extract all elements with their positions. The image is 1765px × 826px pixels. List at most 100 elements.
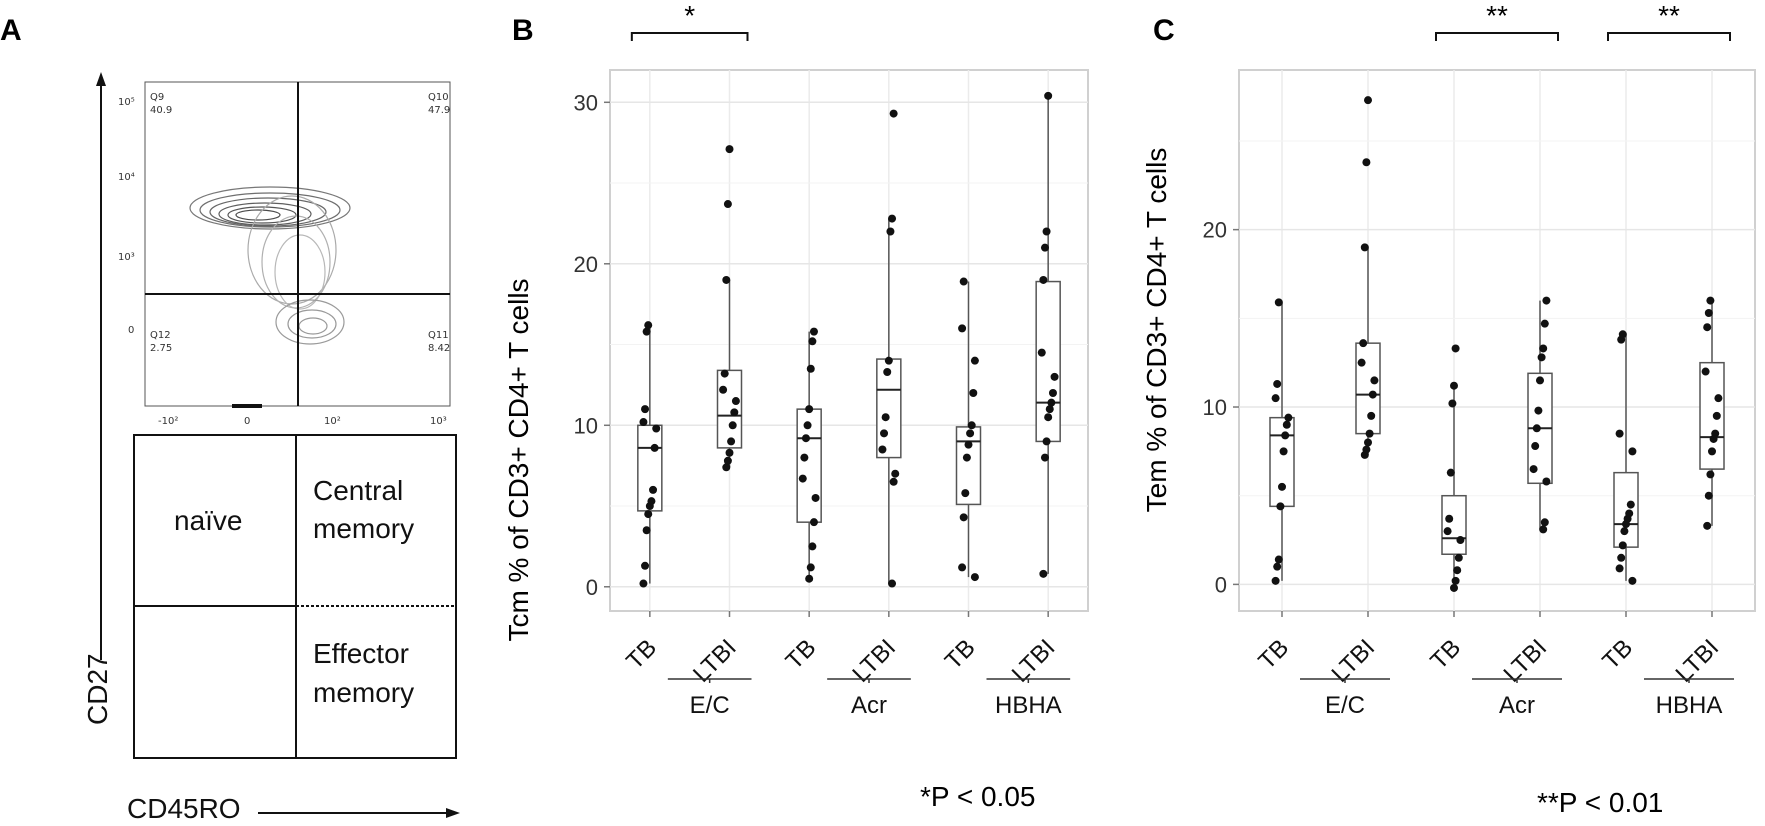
category-label: LTBI	[688, 634, 742, 688]
data-point	[961, 489, 970, 498]
data-point	[800, 453, 809, 462]
data-point	[1539, 525, 1548, 534]
data-point	[883, 367, 892, 376]
category-label: LTBI	[1007, 634, 1061, 688]
category-label: LTBI	[847, 634, 901, 688]
data-point	[806, 364, 815, 373]
data-point	[650, 443, 659, 452]
data-point	[881, 413, 890, 422]
box	[1355, 342, 1381, 435]
data-point	[969, 388, 978, 397]
data-point	[1048, 388, 1057, 397]
data-point	[809, 518, 818, 527]
data-point	[889, 109, 898, 118]
flow-ytick-0: 0	[128, 325, 134, 336]
data-point	[805, 405, 814, 414]
quadrant-q12-value: 2.75	[150, 343, 172, 354]
data-point	[647, 497, 656, 506]
data-point	[639, 418, 648, 427]
data-point	[959, 277, 968, 286]
data-point	[811, 493, 820, 502]
significance-marker: *	[684, 0, 695, 31]
data-point	[1701, 367, 1710, 376]
data-point	[728, 421, 737, 430]
data-point	[1359, 339, 1368, 348]
significance-marker: **	[1658, 0, 1680, 31]
data-point	[1274, 298, 1283, 307]
data-point	[966, 429, 975, 438]
tcm-footnote: *P < 0.05	[920, 781, 1035, 812]
significance-marker: **	[1486, 0, 1508, 31]
data-point	[958, 563, 967, 572]
data-point	[1364, 96, 1372, 105]
data-point	[1704, 491, 1713, 500]
data-point	[725, 145, 734, 154]
data-point	[1536, 376, 1544, 385]
panel-b: B 0 10 20 30 TB LTBI TB LTBI TB LTBI E/C Acr HBHA * T…	[503, 0, 1089, 812]
y-tick-label: 0	[586, 575, 598, 600]
data-point	[958, 324, 967, 333]
flow-ytick-1e3: 10³	[118, 252, 135, 263]
data-point	[639, 579, 648, 588]
data-point	[1039, 569, 1048, 578]
quadrant-q10-name: Q10	[428, 92, 449, 103]
data-point	[1040, 453, 1049, 462]
data-point	[808, 542, 817, 551]
flow-xtick-0: 0	[244, 416, 250, 427]
data-point	[889, 477, 898, 486]
effector-memory-label-line1: Effector	[313, 638, 409, 669]
data-point	[970, 356, 979, 365]
y-tick-label: 10	[1203, 395, 1227, 420]
data-point	[1615, 429, 1624, 438]
data-point	[805, 574, 814, 583]
data-point	[1628, 576, 1637, 585]
significance-bracket	[630, 32, 749, 41]
data-point	[888, 579, 897, 588]
quadrant-q9-value: 40.9	[150, 105, 172, 116]
data-point	[970, 573, 979, 582]
data-point	[880, 429, 889, 438]
data-point	[1529, 465, 1538, 474]
data-point	[652, 424, 661, 433]
data-point	[727, 437, 736, 446]
data-point	[642, 526, 651, 535]
flow-plot: Q9 40.9 Q10 47.9 Q12 2.75 Q11 8.42 10⁵ 1…	[118, 81, 451, 427]
data-point	[1542, 477, 1551, 486]
central-memory-label-line2: memory	[313, 513, 414, 544]
data-point	[1703, 521, 1712, 530]
flow-contours	[189, 186, 351, 345]
data-point	[1362, 445, 1371, 454]
y-tick-label: 20	[574, 252, 598, 277]
data-point	[1044, 91, 1053, 100]
data-point	[1276, 502, 1285, 511]
tcm-boxplot: 0 10 20 30 TB LTBI TB LTBI TB LTBI E/C Acr HBHA *	[574, 0, 1089, 719]
category-label: LTBI	[1327, 634, 1381, 688]
data-point	[1534, 406, 1543, 415]
data-point	[886, 227, 895, 236]
data-point	[1704, 309, 1713, 318]
y-tick-label: 30	[574, 90, 598, 115]
quadrant-q10-value: 47.9	[428, 105, 450, 116]
data-point	[1271, 394, 1280, 403]
effector-memory-label-line2: memory	[313, 677, 414, 708]
memory-schematic: naïve Central memory Effector memory	[133, 434, 457, 759]
y-tick-label: 10	[574, 413, 598, 438]
data-point	[1456, 536, 1465, 545]
cd27-arrow-head	[96, 72, 106, 86]
data-point	[1628, 447, 1637, 456]
data-point	[722, 275, 731, 284]
data-point	[644, 321, 653, 330]
panel-a-label: A	[0, 14, 22, 47]
data-point	[725, 448, 734, 457]
data-point	[1542, 296, 1551, 305]
data-point	[809, 327, 818, 336]
flow-xtick-1e3: 10³	[430, 416, 447, 427]
data-point	[803, 421, 812, 430]
data-point	[641, 405, 650, 414]
category-label: TB	[781, 634, 822, 675]
flow-axis-rug	[232, 404, 262, 408]
data-point	[1626, 500, 1635, 509]
data-point	[878, 445, 887, 454]
